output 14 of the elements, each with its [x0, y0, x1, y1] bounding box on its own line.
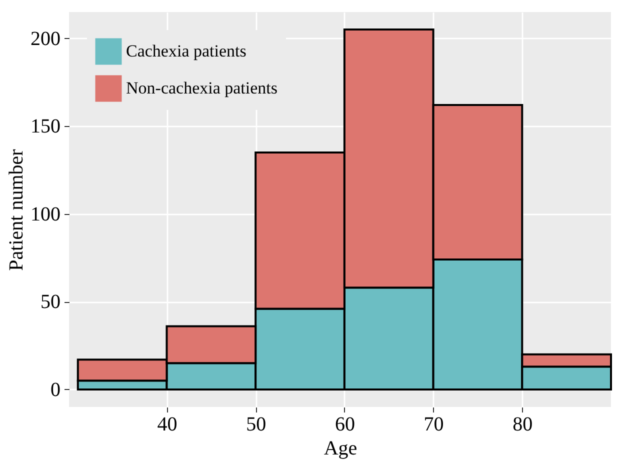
y-tick-label: 0 — [50, 378, 60, 401]
y-tick-label: 150 — [30, 116, 60, 138]
y-tick-label: 50 — [40, 291, 60, 314]
legend-label: Non-cachexia patients — [126, 78, 278, 98]
x-tick-label: 60 — [334, 414, 355, 436]
x-axis-title: Age — [324, 438, 358, 460]
x-tick-label: 50 — [246, 414, 266, 436]
y-tick-label: 200 — [30, 28, 60, 50]
x-tick-label: 40 — [157, 414, 178, 436]
x-tick-label: 70 — [424, 414, 444, 436]
legend-label: Cachexia patients — [126, 42, 246, 60]
y-axis-title: Patient number — [6, 148, 28, 271]
y-tick-label: 100 — [30, 203, 60, 226]
x-tick-label: 80 — [512, 414, 533, 436]
